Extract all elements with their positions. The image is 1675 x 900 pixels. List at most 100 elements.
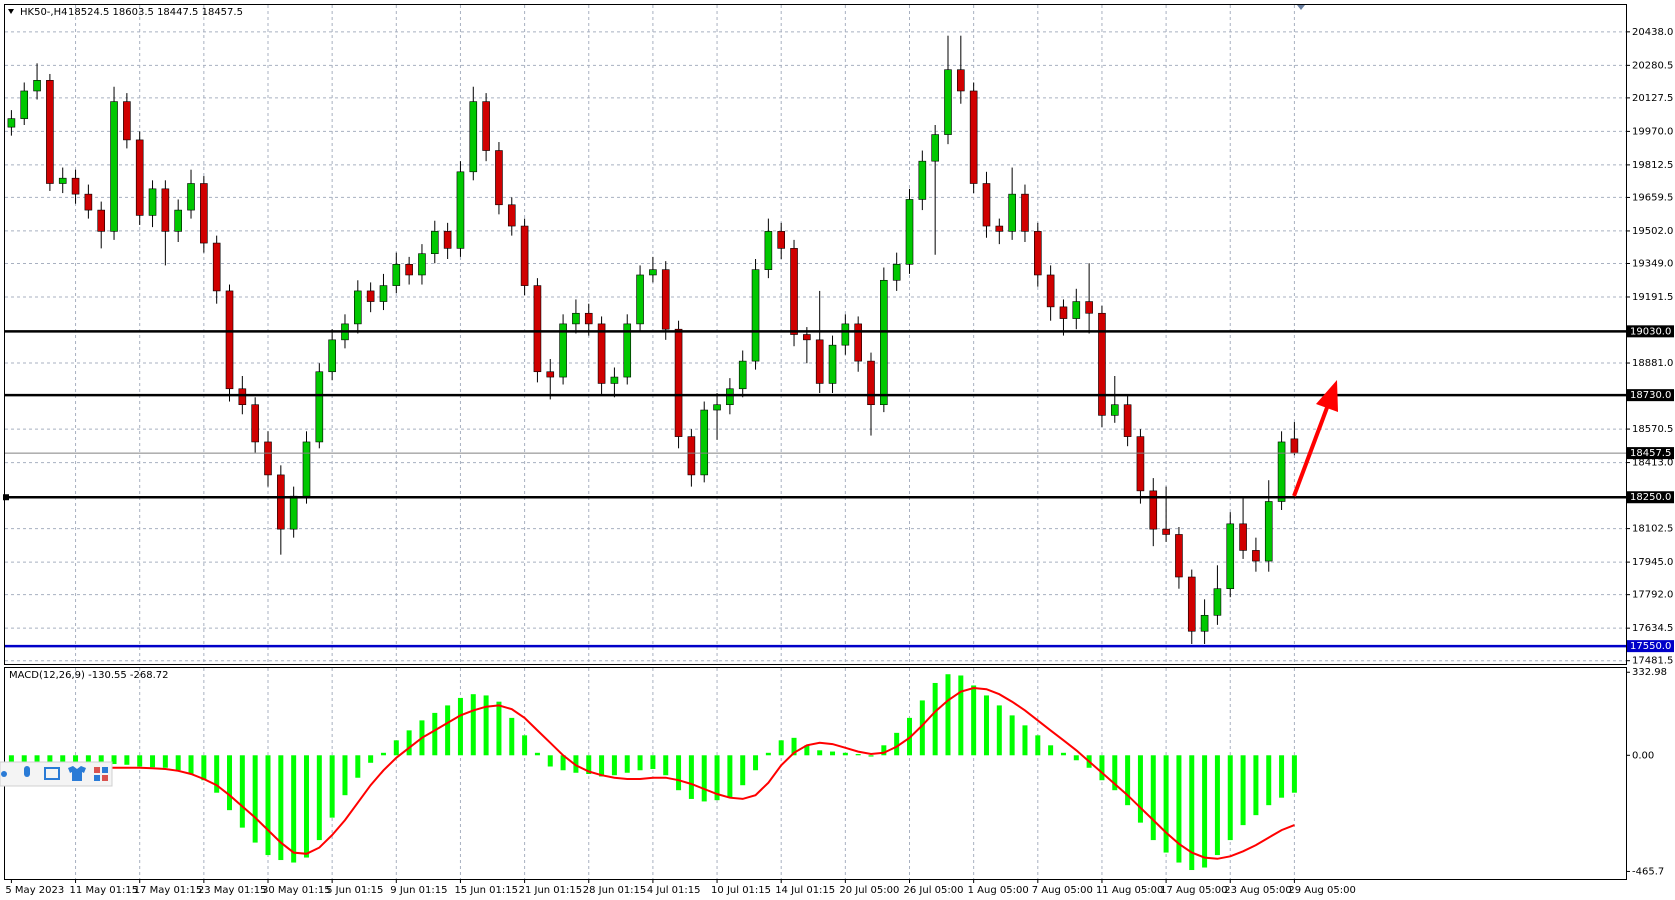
candle-body bbox=[1277, 441, 1286, 502]
x-tick-label: 11 Aug 05:00 bbox=[1096, 885, 1163, 896]
arrow-shaft bbox=[1292, 404, 1330, 497]
candle-body bbox=[84, 193, 93, 211]
price-frame bbox=[4, 4, 1627, 665]
x-tick-label: 15 Jun 01:15 bbox=[454, 885, 518, 896]
candle-body bbox=[328, 339, 336, 373]
candle-body bbox=[790, 248, 798, 335]
macd-bar bbox=[47, 755, 53, 766]
candle-body bbox=[251, 404, 259, 443]
macd-bar bbox=[85, 755, 91, 765]
y-tick-label: 18570.5 bbox=[1632, 424, 1673, 435]
candle-body bbox=[969, 90, 978, 184]
candle-body bbox=[405, 264, 413, 276]
candle-body bbox=[212, 242, 221, 292]
candle-body bbox=[738, 360, 747, 390]
x-tick-label: 17 May 01:15 bbox=[134, 885, 203, 896]
candle-body bbox=[520, 225, 529, 286]
candle-body bbox=[1175, 534, 1183, 578]
candle-body bbox=[533, 285, 542, 373]
candle-body bbox=[610, 376, 619, 384]
x-tick-label: 5 May 2023 bbox=[5, 885, 64, 896]
candle-body bbox=[430, 231, 439, 254]
candle-body bbox=[200, 183, 208, 244]
candle-body bbox=[700, 409, 709, 476]
candle-body bbox=[726, 388, 734, 406]
shirt-icon[interactable] bbox=[68, 766, 86, 781]
toolbar-icon[interactable] bbox=[1, 771, 7, 777]
macd-bar bbox=[470, 694, 476, 756]
candle-body bbox=[1136, 436, 1145, 492]
candle-body bbox=[944, 69, 952, 135]
arrow-head bbox=[1316, 380, 1338, 412]
candle-body bbox=[1008, 193, 1016, 232]
candle-body bbox=[135, 139, 144, 216]
candle-body bbox=[828, 344, 837, 384]
candle-body bbox=[803, 334, 811, 341]
apps-icon[interactable] bbox=[102, 767, 108, 773]
candle-body bbox=[1149, 490, 1158, 530]
macd-bar bbox=[894, 732, 900, 756]
candle-body bbox=[546, 371, 555, 378]
candle-body bbox=[1252, 550, 1260, 562]
x-tick-label: 23 May 01:15 bbox=[198, 885, 267, 896]
candle-body bbox=[636, 274, 644, 325]
macd-bar bbox=[1150, 755, 1156, 841]
macd-bar bbox=[483, 695, 489, 756]
apps-icon[interactable] bbox=[94, 775, 100, 781]
candle-body bbox=[918, 160, 927, 200]
y-tick-label: 19812.5 bbox=[1632, 160, 1673, 171]
candle-body bbox=[443, 231, 452, 249]
y-tick-label: 19659.5 bbox=[1632, 192, 1673, 203]
macd-bar bbox=[714, 755, 720, 801]
candle-body bbox=[957, 69, 965, 92]
x-tick-label: 5 Jun 01:15 bbox=[326, 885, 383, 896]
candle-body bbox=[507, 204, 516, 227]
level-label: 18250.0 bbox=[1630, 492, 1671, 503]
candle-body bbox=[777, 231, 786, 249]
macd-bar bbox=[34, 755, 40, 765]
level-box bbox=[1627, 325, 1674, 338]
candle-body bbox=[1162, 528, 1170, 535]
macd-bar bbox=[778, 740, 784, 756]
candle-body bbox=[982, 183, 991, 227]
macd-bar bbox=[765, 752, 771, 756]
macd-bar bbox=[137, 755, 143, 767]
apps-icon[interactable] bbox=[102, 775, 108, 781]
level-box bbox=[1627, 640, 1674, 653]
macd-tick-label: -465.7 bbox=[1632, 866, 1664, 877]
macd-bar bbox=[98, 755, 104, 766]
macd-bar bbox=[291, 755, 297, 863]
y-tick-label: 18102.5 bbox=[1632, 524, 1673, 535]
candle-body bbox=[33, 80, 41, 92]
toolbar bbox=[0, 761, 113, 787]
macd-bar bbox=[522, 735, 528, 756]
grid-layer bbox=[5, 5, 1630, 883]
x-tick-label: 29 Aug 05:00 bbox=[1288, 885, 1355, 896]
candle-body bbox=[1290, 438, 1299, 454]
macd-bar bbox=[1137, 755, 1143, 823]
dropdown-icon[interactable] bbox=[8, 9, 14, 14]
candle-body bbox=[238, 388, 247, 406]
macd-bar bbox=[329, 755, 335, 818]
macd-bar bbox=[1240, 755, 1246, 826]
macd-bar bbox=[8, 755, 14, 766]
macd-bar bbox=[278, 755, 284, 861]
x-tick-label: 14 Jul 01:15 bbox=[775, 885, 835, 896]
candle-body bbox=[1200, 614, 1209, 632]
macd-bar bbox=[932, 682, 938, 756]
candle-body bbox=[354, 290, 362, 325]
macd-bar bbox=[1227, 755, 1233, 841]
annotation-arrow bbox=[1292, 380, 1338, 497]
keyboard-icon[interactable] bbox=[44, 767, 60, 780]
macd-bar bbox=[1189, 755, 1195, 871]
macd-bar bbox=[1279, 755, 1285, 798]
macd-bar bbox=[996, 705, 1002, 756]
candle-body bbox=[1021, 193, 1029, 232]
macd-bar bbox=[573, 755, 579, 773]
macd-bar bbox=[380, 752, 386, 756]
mic-icon[interactable] bbox=[24, 766, 30, 777]
candle-body bbox=[931, 134, 939, 162]
macd-bar bbox=[1163, 755, 1169, 853]
macd-bar bbox=[227, 755, 233, 811]
apps-icon[interactable] bbox=[94, 767, 100, 773]
